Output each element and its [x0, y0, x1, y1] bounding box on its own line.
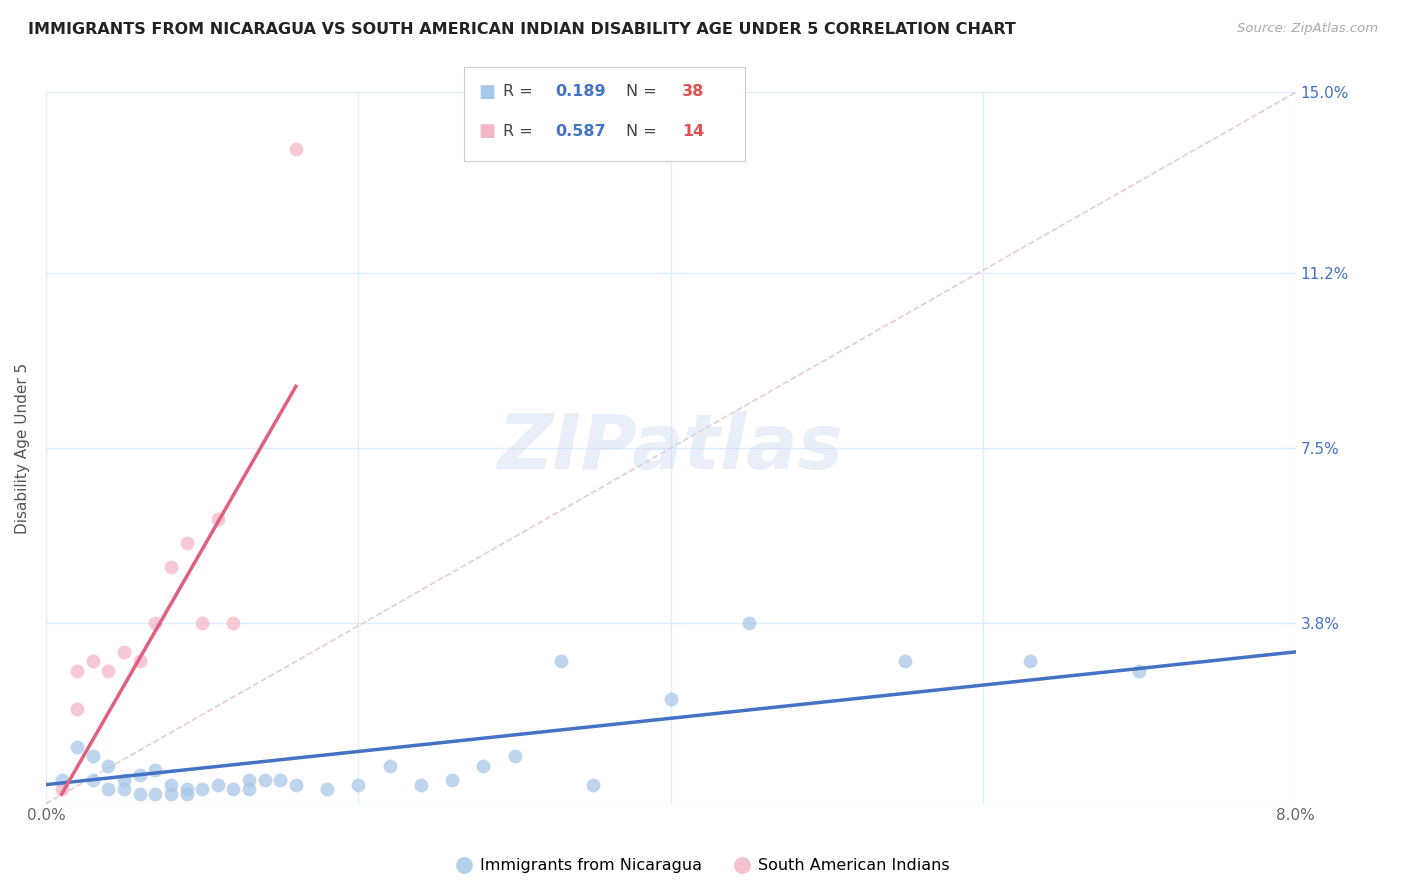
Point: [82, 654, 104, 668]
Point: [112, 645, 135, 659]
Point: [82, 749, 104, 764]
Point: [503, 749, 526, 764]
Point: [160, 559, 183, 574]
Point: [207, 778, 229, 792]
Point: [97, 758, 120, 772]
Point: [222, 782, 245, 797]
Point: [160, 787, 183, 801]
Point: [128, 768, 150, 782]
Point: [176, 787, 198, 801]
Text: N =: N =: [626, 124, 662, 138]
Point: [51, 782, 73, 797]
Point: [82, 772, 104, 787]
Point: [316, 782, 339, 797]
Point: [176, 536, 198, 550]
Point: [238, 772, 260, 787]
Point: [51, 772, 73, 787]
Point: [128, 654, 150, 668]
Point: [97, 782, 120, 797]
Point: [284, 142, 307, 156]
Point: [66, 739, 89, 754]
Point: [112, 782, 135, 797]
Point: [191, 782, 214, 797]
Point: [269, 772, 291, 787]
Text: ZIPatlas: ZIPatlas: [498, 411, 844, 485]
Point: [112, 772, 135, 787]
Point: [550, 654, 572, 668]
Point: [176, 782, 198, 797]
Point: [143, 764, 166, 778]
Point: [222, 616, 245, 631]
Legend: Immigrants from Nicaragua, South American Indians: Immigrants from Nicaragua, South America…: [450, 852, 956, 880]
Point: [97, 664, 120, 678]
Point: [66, 702, 89, 716]
Text: 0.587: 0.587: [555, 124, 606, 138]
Point: [441, 772, 464, 787]
Text: 38: 38: [682, 85, 704, 99]
Text: IMMIGRANTS FROM NICARAGUA VS SOUTH AMERICAN INDIAN DISABILITY AGE UNDER 5 CORREL: IMMIGRANTS FROM NICARAGUA VS SOUTH AMERI…: [28, 22, 1017, 37]
Text: N =: N =: [626, 85, 662, 99]
Point: [160, 778, 183, 792]
Point: [409, 778, 432, 792]
Text: ■: ■: [478, 83, 495, 101]
Point: [1019, 654, 1042, 668]
Point: [659, 692, 682, 706]
Point: [207, 512, 229, 526]
Point: [378, 758, 401, 772]
Point: [894, 654, 917, 668]
Point: [66, 664, 89, 678]
Text: 0.189: 0.189: [555, 85, 606, 99]
Point: [582, 778, 605, 792]
Point: [238, 782, 260, 797]
Text: 14: 14: [682, 124, 704, 138]
Point: [1128, 664, 1150, 678]
Y-axis label: Disability Age Under 5: Disability Age Under 5: [15, 362, 30, 533]
Point: [253, 772, 276, 787]
Point: [738, 616, 761, 631]
Point: [143, 787, 166, 801]
Text: R =: R =: [503, 85, 538, 99]
Point: [472, 758, 495, 772]
Text: ■: ■: [478, 122, 495, 140]
Text: R =: R =: [503, 124, 538, 138]
Point: [128, 787, 150, 801]
Point: [284, 778, 307, 792]
Point: [143, 616, 166, 631]
Point: [191, 616, 214, 631]
Point: [347, 778, 370, 792]
Text: Source: ZipAtlas.com: Source: ZipAtlas.com: [1237, 22, 1378, 36]
